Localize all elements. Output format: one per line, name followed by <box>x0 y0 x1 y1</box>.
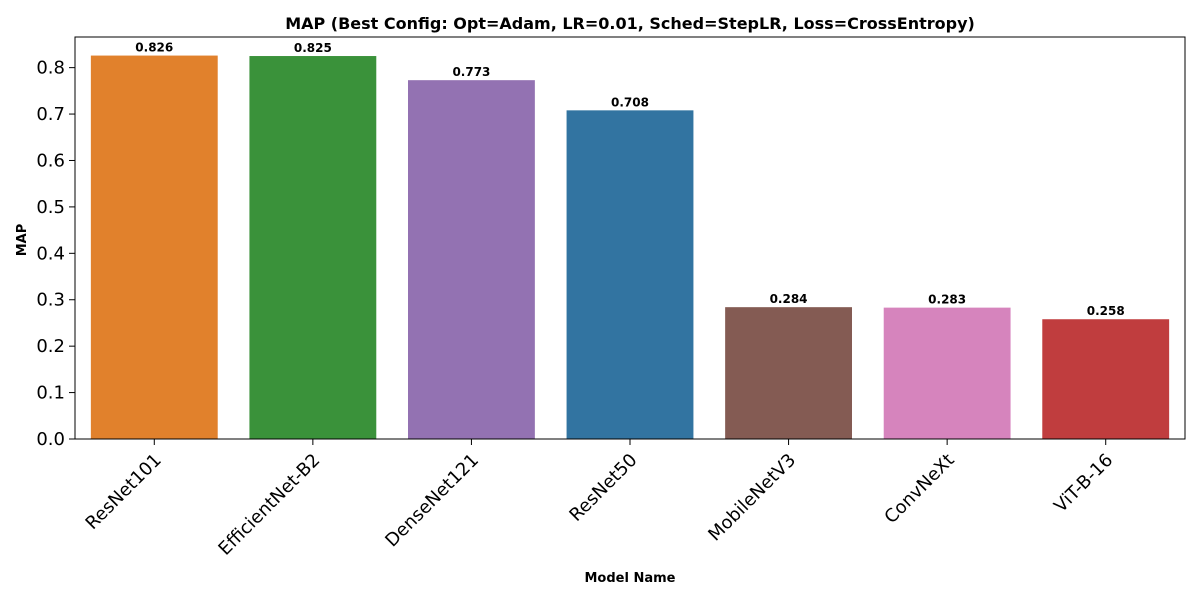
data-label-efficientnet-b2: 0.825 <box>294 41 332 55</box>
x-tick-label-resnet101: ResNet101 <box>82 450 166 534</box>
x-tick-label-densenet121: DenseNet121 <box>381 450 483 552</box>
y-tick-label: 0.1 <box>36 383 65 404</box>
y-tick-label: 0.8 <box>36 58 65 79</box>
y-tick-label: 0.3 <box>36 290 65 311</box>
bar-convnext <box>883 307 1011 439</box>
data-label-vit-b-16: 0.258 <box>1087 304 1125 318</box>
x-axis: ResNet101 EfficientNet-B2 DenseNet121 ResNe… <box>82 439 1117 560</box>
bar-vit-b-16 <box>1042 319 1170 439</box>
x-tick-label-resnet50: ResNet50 <box>565 450 641 526</box>
y-axis-label: MAP <box>15 224 30 257</box>
y-tick-label: 0.6 <box>36 150 65 171</box>
bar-resnet50 <box>566 110 694 439</box>
chart-title: MAP (Best Config: Opt=Adam, LR=0.01, Sch… <box>285 14 975 33</box>
data-label-mobilenetv3: 0.284 <box>770 292 808 306</box>
y-tick-label: 0.0 <box>36 429 65 450</box>
data-label-densenet121: 0.773 <box>452 65 490 79</box>
y-tick-label: 0.2 <box>36 336 65 357</box>
x-axis-label: Model Name <box>585 571 676 586</box>
y-tick-label: 0.7 <box>36 104 65 125</box>
x-tick-label-convnext: ConvNeXt <box>880 450 958 528</box>
data-label-convnext: 0.283 <box>928 293 966 307</box>
plot-frame <box>74 36 1186 440</box>
data-label-resnet101: 0.826 <box>135 41 173 55</box>
bar-resnet101 <box>90 55 218 440</box>
y-tick-label: 0.4 <box>36 243 65 264</box>
y-axis: 0.0 0.1 0.2 0.3 0.4 0.5 0.6 0.7 0.8 <box>36 58 75 450</box>
y-tick-label: 0.5 <box>36 197 65 218</box>
x-tick-label-mobilenetv3: MobileNetV3 <box>704 450 800 546</box>
bar-mobilenetv3 <box>725 307 852 439</box>
x-tick-label-efficientnet-b2: EfficientNet-B2 <box>214 450 324 560</box>
bar-densenet121 <box>408 80 535 439</box>
bars-group: 0.826 0.825 0.773 0.708 0.284 0.283 0.258 <box>90 41 1170 440</box>
data-label-resnet50: 0.708 <box>611 95 649 109</box>
x-tick-label-vit-b-16: ViT-B-16 <box>1050 450 1117 517</box>
bar-efficientnet-b2 <box>249 56 377 439</box>
